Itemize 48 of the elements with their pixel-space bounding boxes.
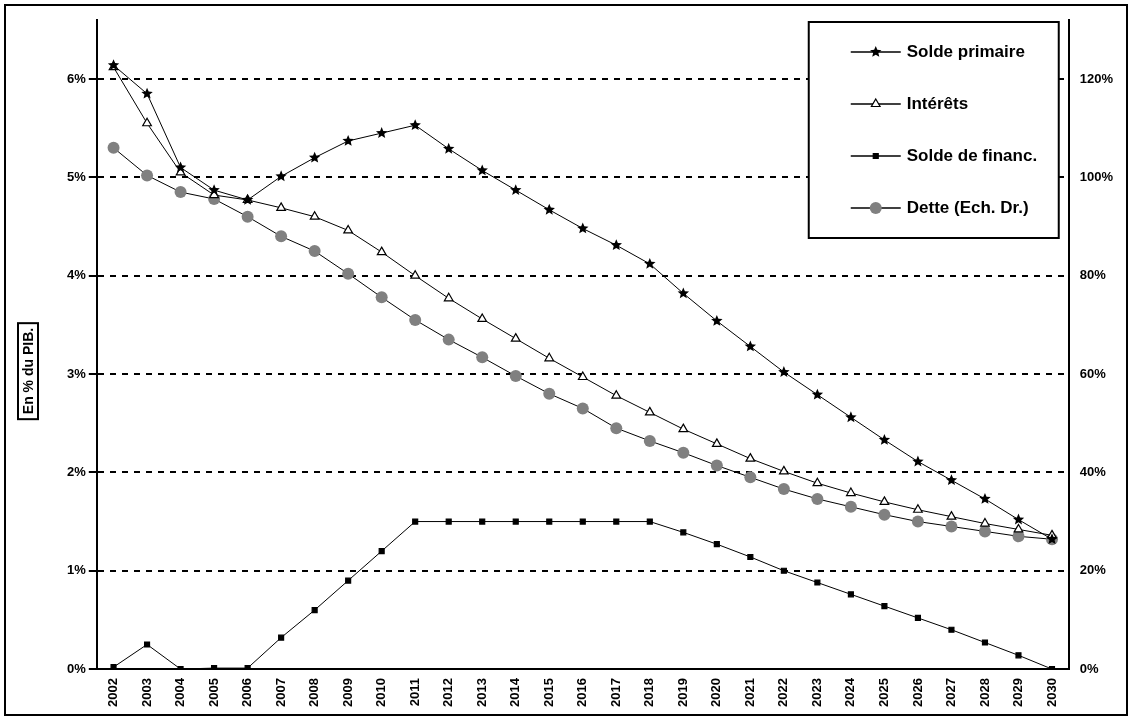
y-tick-label: 2% [66, 463, 87, 479]
x-tick-label: 2005 [205, 678, 221, 707]
x-tick-label: 2023 [808, 678, 824, 707]
x-tick-label: 2027 [943, 678, 959, 707]
x-tick-label: 2022 [775, 678, 791, 707]
x-tick-label: 2029 [1010, 678, 1026, 707]
x-tick-label: 2014 [507, 677, 523, 707]
x-tick-label: 2017 [607, 678, 623, 707]
y2-tick-label: 120% [1079, 70, 1114, 86]
x-tick-label: 2002 [105, 678, 121, 707]
x-tick-label: 2020 [708, 678, 724, 707]
x-tick-label: 2008 [306, 678, 322, 707]
x-tick-label: 2016 [574, 678, 590, 707]
x-tick-label: 2012 [440, 678, 456, 707]
y2-tick-label: 40% [1079, 463, 1107, 479]
y-tick-label: 6% [66, 70, 87, 86]
y-axis-title: En % du PIB. [17, 321, 39, 421]
y-tick-label: 0% [66, 660, 87, 676]
x-tick-label: 2011 [406, 678, 422, 707]
y2-tick-label: 80% [1079, 267, 1107, 283]
x-tick-label: 2021 [741, 678, 757, 707]
x-tick-label: 2026 [909, 678, 925, 707]
legend-label: Dette (Ech. Dr.) [906, 197, 1029, 217]
legend-label: Solde primaire [906, 41, 1025, 61]
y-tick-label: 3% [66, 365, 87, 381]
x-tick-label: 2025 [875, 678, 891, 707]
x-tick-label: 2018 [641, 678, 657, 707]
x-tick-label: 2006 [239, 678, 255, 707]
x-tick-label: 2004 [172, 677, 188, 707]
y2-tick-label: 60% [1079, 365, 1107, 381]
y2-tick-label: 0% [1079, 660, 1099, 676]
y-tick-label: 4% [66, 267, 87, 283]
y2-tick-label: 100% [1079, 168, 1114, 184]
x-tick-label: 2003 [138, 678, 154, 707]
y-tick-label: 5% [66, 168, 87, 184]
x-tick-label: 2028 [976, 678, 992, 707]
y2-tick-label: 20% [1079, 562, 1107, 578]
y-tick-label: 1% [66, 562, 87, 578]
legend-label: Intérêts [906, 93, 969, 113]
x-tick-label: 2010 [373, 678, 389, 707]
x-tick-label: 2019 [674, 678, 690, 707]
x-tick-label: 2015 [540, 678, 556, 707]
legend-label: Solde de financ. [906, 145, 1038, 165]
x-tick-label: 2013 [473, 678, 489, 707]
x-tick-label: 2009 [339, 678, 355, 707]
x-tick-label: 2007 [272, 678, 288, 707]
x-tick-label: 2024 [842, 677, 858, 707]
x-tick-label: 2030 [1043, 678, 1059, 707]
